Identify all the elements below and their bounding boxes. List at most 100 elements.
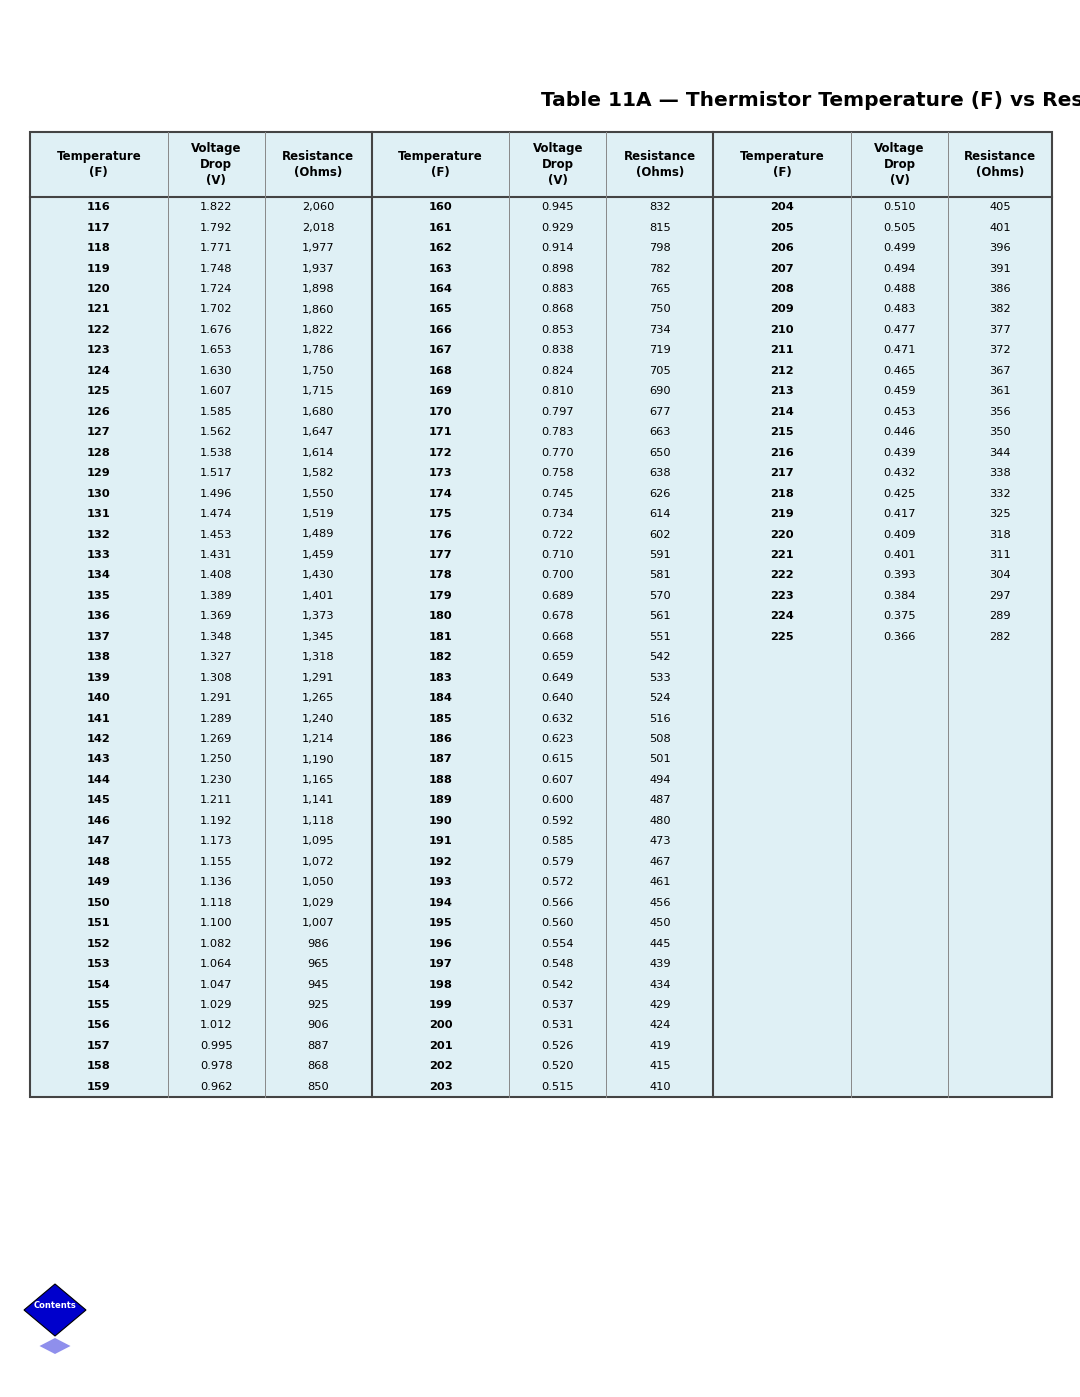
- Text: 1.748: 1.748: [200, 264, 232, 274]
- Text: 125: 125: [87, 387, 110, 397]
- Text: 192: 192: [429, 856, 453, 866]
- Text: 690: 690: [649, 387, 671, 397]
- Text: 164: 164: [429, 284, 453, 293]
- Text: 0.505: 0.505: [883, 222, 916, 233]
- Text: 467: 467: [649, 856, 671, 866]
- Text: 638: 638: [649, 468, 671, 478]
- Text: 157: 157: [87, 1041, 110, 1051]
- Text: 965: 965: [308, 960, 329, 970]
- Text: 152: 152: [87, 939, 110, 949]
- Text: 1.771: 1.771: [200, 243, 232, 253]
- Text: 209: 209: [770, 305, 794, 314]
- Text: 542: 542: [649, 652, 671, 662]
- Text: 391: 391: [989, 264, 1011, 274]
- Text: 143: 143: [86, 754, 111, 764]
- Text: 0.409: 0.409: [883, 529, 916, 539]
- Text: 215: 215: [770, 427, 794, 437]
- Text: 195: 195: [429, 918, 453, 928]
- Bar: [30, 131, 1052, 1097]
- Text: 1.192: 1.192: [200, 816, 232, 826]
- Text: 0.945: 0.945: [541, 203, 575, 212]
- Text: 0.585: 0.585: [541, 837, 575, 847]
- Text: 461: 461: [649, 877, 671, 887]
- Text: 986: 986: [308, 939, 329, 949]
- Text: 0.640: 0.640: [542, 693, 573, 703]
- Text: 172: 172: [429, 447, 453, 458]
- Text: 1.585: 1.585: [200, 407, 232, 416]
- Text: 186: 186: [429, 733, 453, 745]
- Text: 0.962: 0.962: [200, 1081, 232, 1092]
- Text: 153: 153: [87, 960, 111, 970]
- Text: 0.488: 0.488: [883, 284, 916, 293]
- Text: 782: 782: [649, 264, 671, 274]
- Text: 171: 171: [429, 427, 453, 437]
- Text: 139: 139: [86, 673, 111, 683]
- Text: 311: 311: [989, 550, 1011, 560]
- Text: 1.211: 1.211: [200, 795, 232, 806]
- Text: 0.770: 0.770: [541, 447, 575, 458]
- Text: 154: 154: [87, 979, 111, 989]
- Text: 887: 887: [308, 1041, 329, 1051]
- Text: 1,614: 1,614: [302, 447, 335, 458]
- Polygon shape: [24, 1284, 86, 1336]
- Text: 2,018: 2,018: [302, 222, 335, 233]
- Text: 1.822: 1.822: [200, 203, 232, 212]
- Text: 325: 325: [989, 509, 1011, 520]
- Text: 487: 487: [649, 795, 671, 806]
- Text: 1.348: 1.348: [200, 631, 232, 641]
- Text: 116: 116: [87, 203, 111, 212]
- Text: 1,459: 1,459: [302, 550, 335, 560]
- Text: 480: 480: [649, 816, 671, 826]
- Text: 434: 434: [649, 979, 671, 989]
- Text: 815: 815: [649, 222, 671, 233]
- Text: 1,786: 1,786: [302, 345, 335, 355]
- Text: 501: 501: [649, 754, 671, 764]
- Text: 135: 135: [87, 591, 111, 601]
- Text: 0.758: 0.758: [541, 468, 575, 478]
- Text: 677: 677: [649, 407, 671, 416]
- Text: 1,489: 1,489: [302, 529, 335, 539]
- Text: 0.439: 0.439: [883, 447, 916, 458]
- Text: 0.366: 0.366: [883, 631, 916, 641]
- Text: 456: 456: [649, 898, 671, 908]
- Text: 189: 189: [429, 795, 453, 806]
- Text: 219: 219: [770, 509, 794, 520]
- Text: 204: 204: [770, 203, 794, 212]
- Text: 136: 136: [86, 612, 111, 622]
- Text: 0.471: 0.471: [883, 345, 916, 355]
- Text: 0.810: 0.810: [541, 387, 575, 397]
- Text: 0.542: 0.542: [542, 979, 573, 989]
- Text: 175: 175: [429, 509, 453, 520]
- Text: 133: 133: [86, 550, 111, 560]
- Text: 419: 419: [649, 1041, 671, 1051]
- Text: 0.853: 0.853: [541, 326, 575, 335]
- Text: 906: 906: [308, 1020, 329, 1031]
- Text: 0.425: 0.425: [883, 489, 916, 499]
- Text: 424: 424: [649, 1020, 671, 1031]
- Bar: [30, 131, 1052, 1097]
- Text: 0.868: 0.868: [541, 305, 575, 314]
- Text: 1,937: 1,937: [301, 264, 335, 274]
- Text: 1,214: 1,214: [302, 733, 335, 745]
- Text: 1,715: 1,715: [301, 387, 335, 397]
- Text: 202: 202: [429, 1062, 453, 1071]
- Text: 120: 120: [87, 284, 110, 293]
- Text: 765: 765: [649, 284, 671, 293]
- Text: 1.702: 1.702: [200, 305, 232, 314]
- Text: 159: 159: [87, 1081, 111, 1092]
- Text: 1.327: 1.327: [200, 652, 232, 662]
- Text: 0.600: 0.600: [541, 795, 575, 806]
- Text: 1.029: 1.029: [200, 1000, 232, 1010]
- Text: 1.538: 1.538: [200, 447, 232, 458]
- Text: 1,190: 1,190: [301, 754, 335, 764]
- Text: 473: 473: [649, 837, 671, 847]
- Text: 0.537: 0.537: [541, 1000, 575, 1010]
- Text: 338: 338: [989, 468, 1011, 478]
- Text: Voltage
Drop
(V): Voltage Drop (V): [875, 142, 924, 187]
- Text: 131: 131: [87, 509, 111, 520]
- Text: 182: 182: [429, 652, 453, 662]
- Text: 0.510: 0.510: [883, 203, 916, 212]
- Text: 206: 206: [770, 243, 794, 253]
- Text: 146: 146: [86, 816, 111, 826]
- Text: 0.659: 0.659: [541, 652, 575, 662]
